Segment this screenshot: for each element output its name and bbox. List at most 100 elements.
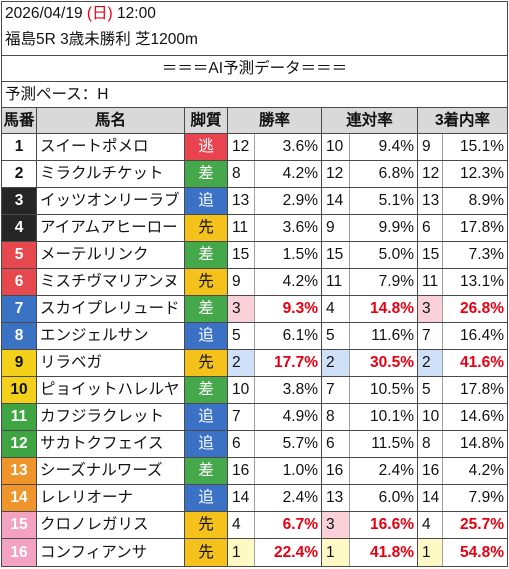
horse-name-cell: サカトクフェイス bbox=[37, 431, 185, 457]
horse-name-cell: カフジラクレット bbox=[37, 404, 185, 430]
win-rate-cell: 1.0% bbox=[255, 458, 322, 484]
top3-rank-cell: 11 bbox=[418, 269, 443, 295]
horse-name-cell: ミラクルチケット bbox=[37, 161, 185, 187]
running-style-cell: 追 bbox=[185, 404, 228, 430]
running-style-cell: 追 bbox=[185, 323, 228, 349]
horse-number-cell: 7 bbox=[2, 296, 37, 322]
horse-name-cell: リラベガ bbox=[37, 350, 185, 376]
race-datetime: 2026/04/19 (日) 12:00 bbox=[5, 3, 156, 25]
quinella-rank-cell: 9 bbox=[322, 215, 350, 241]
running-style-cell: 追 bbox=[185, 485, 228, 511]
win-rank-cell: 2 bbox=[228, 350, 255, 376]
win-rank-cell: 16 bbox=[228, 458, 255, 484]
quinella-rank-cell: 5 bbox=[322, 323, 350, 349]
horse-number-cell: 16 bbox=[2, 539, 37, 566]
quinella-rank-cell: 1 bbox=[322, 539, 350, 566]
header-horse-name: 馬名 bbox=[37, 108, 185, 133]
win-rank-cell: 9 bbox=[228, 269, 255, 295]
table-row: 12 サカトクフェイス追 6 5.7% 6 11.5% 8 14.8% bbox=[2, 431, 507, 458]
win-rank-cell: 11 bbox=[228, 215, 255, 241]
win-rank-cell: 12 bbox=[228, 134, 255, 160]
quinella-rank-cell: 13 bbox=[322, 485, 350, 511]
running-style-cell: 追 bbox=[185, 188, 228, 214]
race-info-block: 2026/04/19 (日) 12:00 福島5R 3歳未勝利 芝1200m bbox=[2, 2, 507, 56]
table-row: 2 ミラクルチケット差 8 4.2% 12 6.8% 12 12.3% bbox=[2, 161, 507, 188]
win-rate-cell: 9.3% bbox=[255, 296, 322, 322]
top3-rank-cell: 2 bbox=[418, 350, 443, 376]
top3-rate-cell: 4.2% bbox=[468, 462, 504, 479]
running-style-cell: 差 bbox=[185, 377, 228, 403]
table-row: 9 リラベガ先 2 17.7% 2 30.5% 2 41.6% bbox=[2, 350, 507, 377]
win-rate-cell: 2.9% bbox=[255, 188, 322, 214]
top3-rate-cell: 54.8% bbox=[460, 544, 504, 561]
horse-number-cell: 2 bbox=[2, 161, 37, 187]
top3-rate-cell: 14.6% bbox=[460, 408, 504, 425]
quinella-rate-cell: 10.1% bbox=[350, 404, 418, 430]
win-rank-cell: 6 bbox=[228, 431, 255, 457]
quinella-rate-cell: 30.5% bbox=[350, 350, 418, 376]
header-top3-rate: 3着内率 bbox=[434, 112, 491, 129]
horse-name-cell: イッツオンリーラブ bbox=[37, 188, 185, 214]
win-rate-cell: 3.6% bbox=[255, 134, 322, 160]
win-rate-cell: 6.7% bbox=[255, 512, 322, 538]
prediction-table: 馬番 馬名 脚質 勝率 連対率 3着内率 1 スイートポメロ逃 12 3.6% 10 9.… bbox=[2, 108, 507, 566]
running-style-cell: 逃 bbox=[185, 134, 228, 160]
quinella-rank-cell: 7 bbox=[322, 377, 350, 403]
top3-rate-cell: 7.3% bbox=[468, 246, 504, 263]
top3-rate-cell: 12.3% bbox=[460, 165, 504, 182]
horse-number-cell: 15 bbox=[2, 512, 37, 538]
table-row: 1 スイートポメロ逃 12 3.6% 10 9.4% 9 15.1% bbox=[2, 134, 507, 161]
table-row: 13 シーズナルワーズ差 16 1.0% 16 2.4% 16 4.2% bbox=[2, 458, 507, 485]
win-rank-cell: 5 bbox=[228, 323, 255, 349]
win-rank-cell: 8 bbox=[228, 161, 255, 187]
horse-number-cell: 4 bbox=[2, 215, 37, 241]
table-row: 10 ピョイットハレルヤ差 10 3.8% 7 10.5% 5 17.8% bbox=[2, 377, 507, 404]
horse-number-cell: 11 bbox=[2, 404, 37, 430]
pace-value: H bbox=[97, 86, 109, 103]
horse-number-cell: 6 bbox=[2, 269, 37, 295]
horse-name-cell: ピョイットハレルヤ bbox=[37, 377, 185, 403]
win-rank-cell: 3 bbox=[228, 296, 255, 322]
top3-rank-cell: 5 bbox=[418, 377, 443, 403]
top3-rank-cell: 14 bbox=[418, 485, 443, 511]
header-running-style: 脚質 bbox=[185, 108, 228, 133]
table-body: 1 スイートポメロ逃 12 3.6% 10 9.4% 9 15.1% 2 ミラクルチケット差 8 4.… bbox=[2, 134, 507, 566]
running-style-cell: 差 bbox=[185, 296, 228, 322]
horse-name-cell: ミスチヴマリアンヌ bbox=[37, 269, 185, 295]
running-style-cell: 差 bbox=[185, 458, 228, 484]
header-win-rate: 勝率 bbox=[228, 108, 322, 133]
top3-rank-cell: 4 bbox=[418, 512, 443, 538]
quinella-rank-cell: 4 bbox=[322, 296, 350, 322]
running-style-cell: 差 bbox=[185, 161, 228, 187]
horse-name-cell: レレリオーナ bbox=[37, 485, 185, 511]
running-style-cell: 先 bbox=[185, 269, 228, 295]
table-row: 14 レレリオーナ追 14 2.4% 13 6.0% 14 7.9% bbox=[2, 485, 507, 512]
quinella-rate-cell: 9.4% bbox=[350, 134, 418, 160]
quinella-rate-cell: 11.5% bbox=[350, 431, 418, 457]
top3-rank-cell: 16 bbox=[418, 458, 443, 484]
horse-number-cell: 3 bbox=[2, 188, 37, 214]
top3-rate-cell: 17.8% bbox=[460, 219, 504, 236]
win-rank-cell: 15 bbox=[228, 242, 255, 268]
running-style-cell: 追 bbox=[185, 431, 228, 457]
top3-rate-cell: 26.8% bbox=[460, 300, 504, 317]
win-rate-cell: 22.4% bbox=[255, 539, 322, 566]
quinella-rate-cell: 7.9% bbox=[350, 269, 418, 295]
top3-rate-cell: 17.8% bbox=[460, 381, 504, 398]
table-row: 5 メーテルリンク差 15 1.5% 15 5.0% 15 7.3% bbox=[2, 242, 507, 269]
quinella-rate-cell: 16.6% bbox=[350, 512, 418, 538]
top3-rank-cell: 3 bbox=[418, 296, 443, 322]
quinella-rank-cell: 11 bbox=[322, 269, 350, 295]
pace-line: 予測ペース：H bbox=[2, 82, 507, 108]
horse-number-cell: 14 bbox=[2, 485, 37, 511]
running-style-cell: 差 bbox=[185, 242, 228, 268]
horse-name-cell: スイートポメロ bbox=[37, 134, 185, 160]
table-header: 馬番 馬名 脚質 勝率 連対率 3着内率 bbox=[2, 108, 507, 134]
running-style-cell: 先 bbox=[185, 350, 228, 376]
quinella-rate-cell: 5.1% bbox=[350, 188, 418, 214]
win-rate-cell: 1.5% bbox=[255, 242, 322, 268]
race-date: 2026/04/19 bbox=[5, 5, 83, 22]
win-rate-cell: 4.2% bbox=[255, 161, 322, 187]
win-rate-cell: 4.2% bbox=[255, 269, 322, 295]
